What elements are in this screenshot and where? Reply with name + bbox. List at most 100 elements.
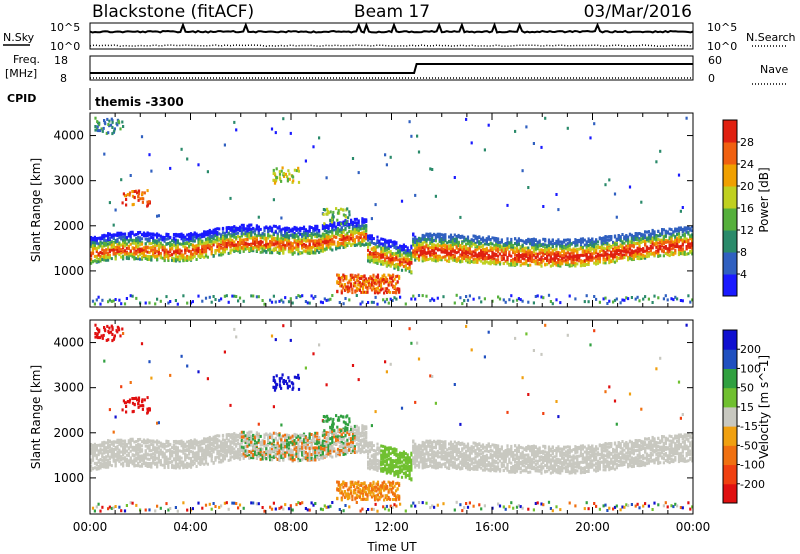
power-echo: [523, 257, 526, 261]
power-echo: [340, 228, 343, 231]
power-echo: [566, 251, 569, 255]
power-echo: [579, 241, 583, 244]
power-echo: [459, 248, 462, 251]
power-echo: [378, 280, 381, 284]
power-echo: [361, 220, 364, 224]
power-echo: [389, 240, 392, 244]
power-echo: [135, 249, 138, 253]
power-echo: [596, 245, 600, 248]
power-echo: [385, 297, 388, 301]
power-echo: [525, 254, 528, 258]
power-echo: [642, 256, 645, 260]
power-echo: [581, 250, 584, 254]
power-echo: [534, 256, 537, 260]
power-echo: [466, 247, 470, 251]
power-echo: [687, 252, 690, 256]
power-echo: [655, 160, 658, 164]
power-echo: [361, 290, 365, 294]
power-echo: [376, 286, 380, 290]
power-echo: [255, 246, 258, 250]
power-echo: [414, 255, 417, 259]
power-echo: [679, 299, 682, 302]
power-echo: [429, 299, 432, 303]
power-echo: [274, 230, 277, 234]
power-echo: [376, 280, 380, 284]
power-echo: [304, 233, 307, 237]
power-echo: [538, 239, 541, 243]
power-echo: [310, 236, 313, 240]
power-echo: [120, 237, 123, 241]
power-echo: [589, 258, 592, 262]
power-echo: [93, 244, 96, 248]
power-echo: [483, 242, 486, 246]
power-echo: [576, 262, 579, 266]
power-echo: [483, 254, 486, 258]
power-echo: [451, 242, 454, 246]
power-echo: [282, 237, 285, 241]
power-echo: [617, 256, 620, 260]
power-echo: [374, 203, 377, 207]
power-echo: [589, 238, 592, 242]
power-echo: [280, 247, 283, 251]
power-echo: [632, 256, 635, 260]
power-echo: [374, 255, 377, 258]
power-echo: [208, 295, 211, 299]
power-echo: [559, 260, 562, 264]
power-echo: [156, 243, 159, 247]
power-echo: [451, 258, 454, 262]
power-echo: [229, 241, 232, 245]
power-echo: [376, 235, 379, 239]
power-echo: [444, 234, 447, 238]
power-echo: [649, 241, 652, 245]
power-echo: [139, 257, 142, 261]
power-echo: [659, 149, 662, 153]
power-echo: [634, 252, 637, 255]
power-echo: [363, 232, 366, 236]
power-echo: [400, 257, 404, 261]
power-echo: [653, 294, 656, 298]
power-echo: [681, 299, 684, 303]
power-echo: [659, 240, 662, 244]
power-echo: [340, 289, 343, 293]
power-echo: [110, 245, 113, 249]
power-echo: [625, 235, 628, 239]
power-echo: [470, 255, 473, 259]
power-echo: [188, 232, 191, 236]
power-echo: [481, 261, 485, 265]
power-echo: [685, 240, 688, 244]
power-echo: [246, 227, 249, 231]
power-echo: [189, 250, 193, 253]
power-echo: [578, 256, 581, 260]
power-echo: [621, 245, 624, 249]
power-echo: [630, 251, 633, 255]
power-echo: [372, 259, 375, 262]
power-echo: [157, 214, 160, 218]
power-echo: [433, 243, 436, 247]
power-echo: [327, 225, 330, 229]
power-echo: [412, 249, 415, 253]
power-echo: [466, 242, 470, 246]
power-echo: [107, 234, 110, 238]
power-echo: [157, 252, 160, 256]
power-echo: [661, 243, 664, 247]
power-echo: [319, 300, 323, 304]
power-echo: [668, 248, 671, 252]
power-echo: [333, 228, 336, 232]
power-echo: [416, 250, 419, 254]
power-echo: [651, 242, 654, 246]
power-echo: [188, 237, 191, 241]
power-echo: [308, 228, 311, 231]
power-echo: [238, 296, 242, 300]
power-echo: [468, 244, 471, 248]
power-echo: [380, 247, 383, 251]
power-echo: [379, 288, 383, 292]
power-echo: [679, 248, 682, 252]
power-echo: [572, 256, 575, 260]
power-echo: [308, 225, 311, 229]
power-echo: [419, 250, 422, 253]
power-echo: [176, 258, 179, 262]
power-echo: [478, 296, 481, 300]
power-echo: [634, 242, 637, 246]
power-echo: [427, 244, 430, 248]
power-echo: [615, 297, 618, 301]
